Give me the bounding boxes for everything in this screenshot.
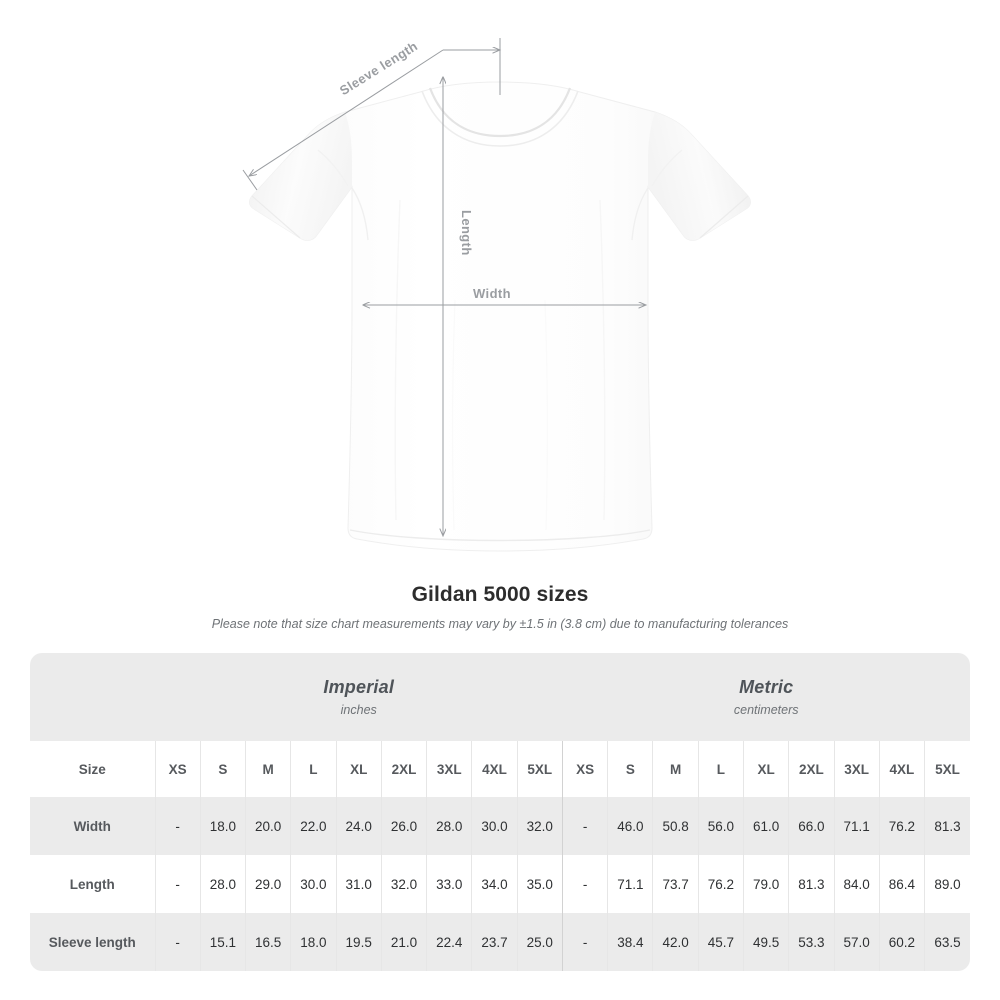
width-label: Width [473,286,511,301]
measurement-label-length: Length [30,855,155,913]
cell-width-metric-l: 56.0 [697,797,744,855]
cell-length-metric-4xl: 86.4 [878,855,925,913]
width-dimension: Width [364,286,646,305]
cell-length-imperial-2xl: 32.0 [380,855,427,913]
cell-width-metric-5xl: 81.3 [924,797,970,855]
size-chart-table: Imperial inches Metric centimeters Size XS S M L… [30,653,970,971]
size-header-metric-m: M [652,741,699,797]
size-header-metric-xs: XS [561,741,608,797]
cell-sleeve-length-imperial-3xl: 22.4 [426,913,472,971]
cell-width-imperial-xs: - [154,797,201,855]
size-header-metric-l: L [697,741,744,797]
cell-sleeve-length-imperial-2xl: 21.0 [380,913,427,971]
cell-width-metric-4xl: 76.2 [878,797,925,855]
cell-sleeve-length-imperial-xs: - [154,913,201,971]
unit-system-metric: Metric centimeters [562,653,970,741]
cell-sleeve-length-metric-5xl: 63.5 [924,913,970,971]
size-header-metric-xl: XL [742,741,789,797]
size-chart-table-wrapper: Imperial inches Metric centimeters Size XS S M L… [30,653,970,971]
cell-length-metric-xl: 79.0 [742,855,789,913]
cell-sleeve-length-metric-m: 42.0 [652,913,699,971]
measurement-label-width: Width [30,797,155,855]
size-header-metric-2xl: 2XL [788,741,835,797]
page-title: Gildan 5000 sizes [411,583,589,606]
cell-width-imperial-l: 22.0 [290,797,337,855]
cell-length-metric-s: 71.1 [607,855,653,913]
chart-heading: Gildan 5000 sizes Please note that size … [0,583,1000,631]
size-header-metric-3xl: 3XL [833,741,880,797]
cell-sleeve-length-imperial-m: 16.5 [245,913,291,971]
cell-length-metric-l: 76.2 [697,855,744,913]
cell-width-metric-3xl: 71.1 [833,797,880,855]
cell-length-imperial-m: 29.0 [245,855,291,913]
table-row: Length -28.0 29.0 30.0 31.0 32.0 33.0 34.0 35.0-… [30,855,970,913]
cell-sleeve-length-metric-4xl: 60.2 [878,913,925,971]
cell-length-imperial-3xl: 33.0 [426,855,472,913]
cell-sleeve-length-metric-xl: 49.5 [742,913,789,971]
unit-system-name: Imperial [323,677,395,697]
size-header-metric-s: S [607,741,653,797]
tolerance-note: Please note that size chart measurements… [211,617,789,631]
cell-length-metric-5xl: 89.0 [924,855,970,913]
cell-length-metric-3xl: 84.0 [833,855,880,913]
unit-system-unit-label: inches [340,703,377,717]
size-header-imperial-2xl: 2XL [380,741,427,797]
cell-width-metric-2xl: 66.0 [788,797,835,855]
cell-sleeve-length-imperial-l: 18.0 [290,913,337,971]
size-header-imperial-xs: XS [154,741,201,797]
cell-sleeve-length-metric-l: 45.7 [697,913,744,971]
size-header-metric-4xl: 4XL [878,741,925,797]
cell-length-imperial-s: 28.0 [199,855,246,913]
cell-sleeve-length-metric-3xl: 57.0 [833,913,880,971]
cell-width-metric-m: 50.8 [652,797,699,855]
cell-width-imperial-2xl: 26.0 [380,797,427,855]
size-header-imperial-xl: XL [335,741,382,797]
cell-length-imperial-5xl: 35.0 [516,855,563,913]
size-header-imperial-s: S [199,741,246,797]
cell-width-imperial-4xl: 30.0 [471,797,518,855]
band-spacer-cell [30,653,155,741]
cell-sleeve-length-imperial-4xl: 23.7 [471,913,518,971]
size-header-imperial-m: M [245,741,291,797]
cell-sleeve-length-metric-2xl: 53.3 [788,913,835,971]
cell-length-metric-2xl: 81.3 [788,855,835,913]
size-header-metric-5xl: 5XL [924,741,970,797]
cell-sleeve-length-metric-s: 38.4 [607,913,653,971]
cell-length-imperial-xl: 31.0 [335,855,382,913]
cell-width-metric-s: 46.0 [607,797,653,855]
cell-width-imperial-3xl: 28.0 [426,797,472,855]
cell-length-metric-m: 73.7 [652,855,699,913]
cell-sleeve-length-imperial-s: 15.1 [199,913,246,971]
tshirt-shape [249,81,751,552]
unit-system-band: Imperial inches Metric centimeters [30,653,970,741]
size-header-imperial-4xl: 4XL [471,741,518,797]
cell-width-imperial-xl: 24.0 [335,797,382,855]
cell-length-imperial-xs: - [154,855,201,913]
cell-width-imperial-s: 18.0 [199,797,246,855]
size-header-imperial-5xl: 5XL [516,741,563,797]
sleeve-length-label: Sleeve length [337,38,420,98]
table-row: Width -18.0 20.0 22.0 24.0 26.0 28.0 30.0 32.0-4… [30,797,970,855]
cell-sleeve-length-imperial-5xl: 25.0 [516,913,563,971]
unit-system-name: Metric [739,677,794,697]
cell-width-metric-xl: 61.0 [742,797,789,855]
cell-width-imperial-m: 20.0 [245,797,291,855]
cell-sleeve-length-imperial-xl: 19.5 [335,913,382,971]
length-label: Length [459,210,474,256]
size-header-imperial-l: L [290,741,337,797]
tshirt-illustration: Sleeve length Length Width [242,38,751,552]
measurement-label-sleeve-length: Sleeve length [30,913,155,971]
cell-length-imperial-l: 30.0 [290,855,337,913]
table-row: Sleeve length -15.1 16.5 18.0 19.5 21.0 22.4 23… [30,913,970,971]
cell-length-imperial-4xl: 34.0 [471,855,518,913]
size-header-row: Size XS S M L XL 2XL 3XL 4XL 5XL XS S M L XL 2XL 3XL 4XL 5… [30,741,970,797]
size-header-imperial-3xl: 3XL [426,741,472,797]
unit-system-unit-label: centimeters [733,703,799,717]
unit-system-imperial: Imperial inches [155,653,563,741]
cell-sleeve-length-metric-xs: - [561,913,608,971]
cell-width-imperial-5xl: 32.0 [516,797,563,855]
size-column-header: Size [30,741,155,797]
cell-length-metric-xs: - [561,855,608,913]
cell-width-metric-xs: - [561,797,608,855]
